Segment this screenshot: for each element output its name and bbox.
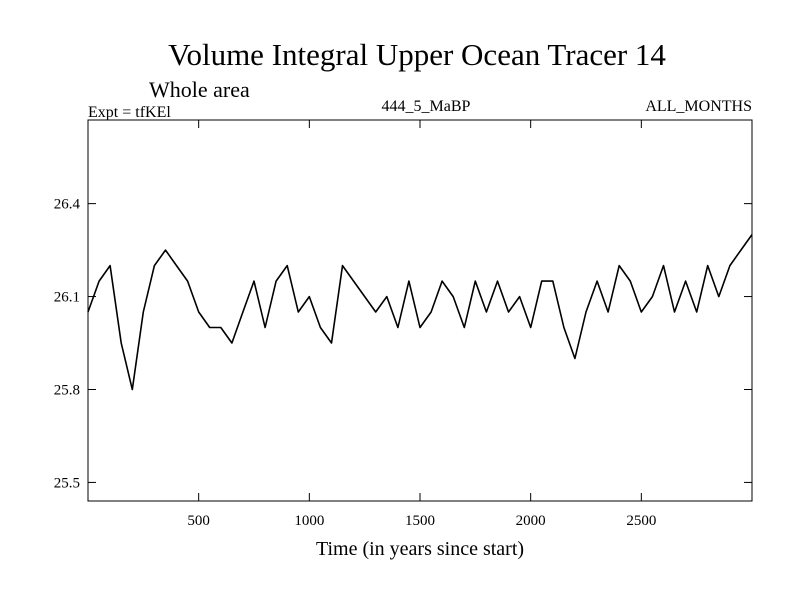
x-tick-label: 1000: [294, 513, 324, 529]
y-tick-label: 25.5: [54, 475, 80, 491]
x-tick-label: 500: [187, 513, 210, 529]
x-tick-label: 1500: [405, 513, 435, 529]
x-axis-label: Time (in years since start): [316, 538, 524, 560]
x-tick-label: 2500: [626, 513, 656, 529]
y-tick-label: 26.4: [54, 197, 81, 213]
chart-title: Volume Integral Upper Ocean Tracer 14: [168, 37, 666, 72]
experiment-label: Expt = tfKEl: [88, 104, 171, 121]
x-axis: 500 1000 1500 2000 2500: [187, 120, 656, 529]
y-tick-label: 26.1: [54, 290, 80, 306]
period-label: 444_5_MaBP: [382, 98, 471, 115]
chart-subtitle: Whole area: [149, 77, 250, 102]
y-axis: 25.5 25.8 26.1 26.4: [54, 197, 752, 491]
y-tick-label: 25.8: [54, 382, 80, 398]
series-line: [87, 234, 753, 391]
x-tick-label: 2000: [516, 513, 546, 529]
months-label: ALL_MONTHS: [645, 98, 752, 115]
plot-frame: [87, 119, 753, 502]
